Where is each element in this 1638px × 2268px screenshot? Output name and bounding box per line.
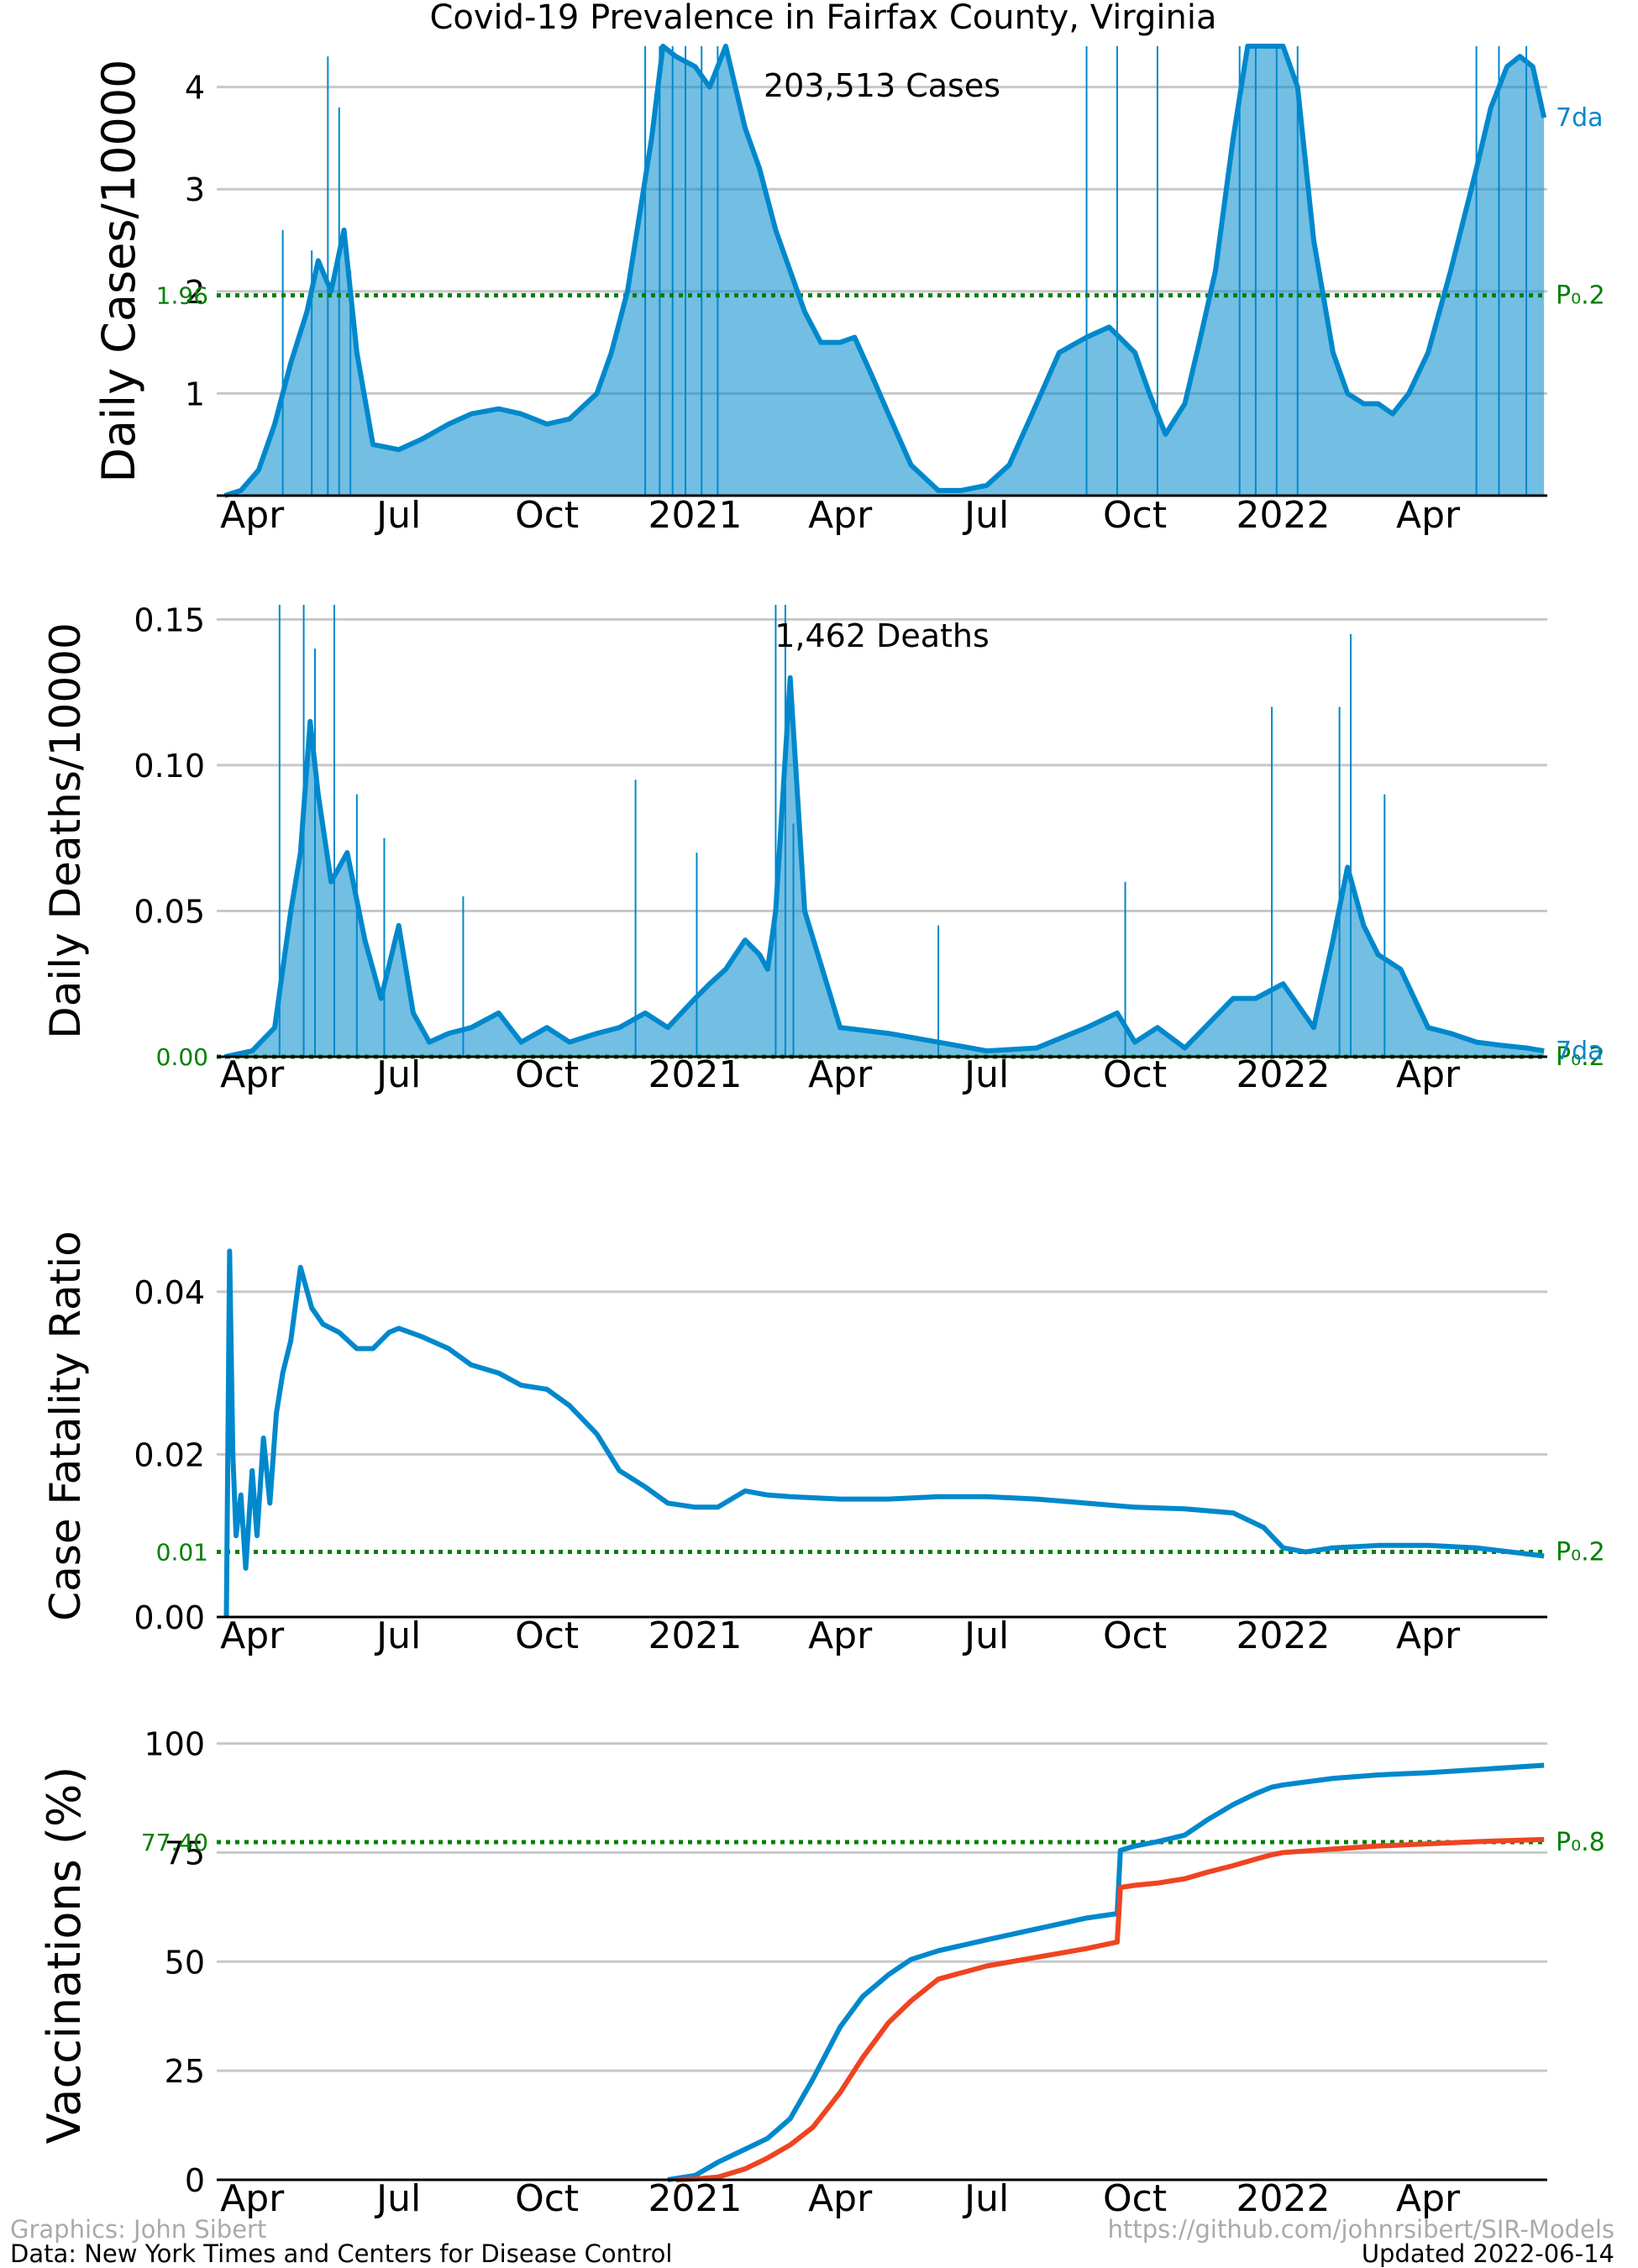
daily-bars-area <box>224 46 1545 496</box>
x-tick-label: Apr <box>220 494 285 537</box>
y-tick-label: 75 <box>165 1835 205 1872</box>
x-tick-label: Apr <box>220 1053 285 1096</box>
x-tick-label: Apr <box>1396 1053 1461 1096</box>
series-line-7da <box>223 44 1547 498</box>
total-annotation: 1,462 Deaths <box>774 617 990 654</box>
y-tick-label: 0.05 <box>134 893 205 930</box>
vaccinations-panel: 0 25 50 75 100 77.40 P₀.8 Apr Jul Oct 2021 Apr Jul Oc… <box>38 1726 1605 2220</box>
y-tick-label: 3 <box>185 171 205 208</box>
y-tick-label: 2 <box>185 274 205 311</box>
y-tick-label: 4 <box>185 70 205 107</box>
y-tick-label: 0.00 <box>134 1599 205 1636</box>
x-tick-label: Apr <box>808 2177 873 2220</box>
y-axis-label: Vaccinations (%) <box>38 1767 91 2145</box>
x-tick-label: 2021 <box>648 494 743 537</box>
y-axis-label: Case Fatality Ratio <box>41 1231 90 1621</box>
x-tick-label: Jul <box>962 1053 1009 1096</box>
reference-value-label: 0.00 <box>156 1043 208 1071</box>
x-tick-label: Jul <box>374 1614 421 1657</box>
y-tick-label: 100 <box>144 1726 205 1763</box>
x-tick-label: Apr <box>220 2177 285 2220</box>
series-line-7da <box>223 675 1545 1059</box>
total-annotation: 203,513 Cases <box>764 67 1000 104</box>
cases-panel: 1 2 3 4 1.96 P₀.2 7da Apr Jul Oct 2021 Apr Jul Oct 202… <box>92 44 1605 537</box>
x-tick-label: Jul <box>962 494 1009 537</box>
x-tick-label: Apr <box>808 1053 873 1096</box>
footer-credit-graphics: Graphics: John Sibert <box>10 2215 266 2244</box>
series-line <box>223 1248 1545 1618</box>
reference-value-label: 0.01 <box>156 1539 208 1567</box>
y-tick-label: 0.15 <box>134 601 205 638</box>
series-name-label: 7da <box>1556 103 1604 133</box>
series-line <box>675 1836 1545 2182</box>
cfr-panel: 0.00 0.02 0.04 0.01 P₀.2 Apr Jul Oct 2021 Apr Jul O… <box>41 1231 1605 1657</box>
x-tick-label: Jul <box>374 2177 421 2220</box>
reference-value-label: 1.96 <box>156 282 208 310</box>
series-name-label: 7da <box>1556 1037 1604 1066</box>
x-tick-label: Jul <box>962 1614 1009 1657</box>
x-tick-label: Apr <box>1396 494 1461 537</box>
x-tick-label: Oct <box>1103 1614 1167 1657</box>
daily-bars-area <box>224 677 1545 1057</box>
y-tick-label: 0 <box>185 2162 205 2199</box>
reference-right-label: P₀.2 <box>1556 1042 1605 1072</box>
x-tick-label: 2021 <box>648 1614 743 1657</box>
x-tick-label: Oct <box>515 494 579 537</box>
x-tick-label: 2021 <box>648 1053 743 1096</box>
x-tick-label: Oct <box>515 1053 579 1096</box>
y-tick-label: 50 <box>165 1944 205 1981</box>
figure-title: Covid-19 Prevalence in Fairfax County, V… <box>429 0 1216 37</box>
reference-value-label: 77.40 <box>141 1829 208 1856</box>
y-axis-label: Daily Deaths/10000 <box>41 622 90 1039</box>
footer-repo-url: https://github.com/johnrsibert/SIR-Model… <box>1108 2215 1614 2244</box>
x-tick-label: 2022 <box>1236 1053 1331 1096</box>
x-tick-label: Apr <box>808 1614 873 1657</box>
reference-right-label: P₀.8 <box>1556 1828 1605 1857</box>
x-tick-label: Jul <box>374 494 421 537</box>
x-tick-label: Oct <box>515 1614 579 1657</box>
y-tick-label: 25 <box>165 2053 205 2090</box>
x-tick-label: 2022 <box>1236 494 1331 537</box>
footer-updated-date: Updated 2022-06-14 <box>1362 2239 1614 2268</box>
x-tick-label: 2022 <box>1236 1614 1331 1657</box>
x-tick-label: Apr <box>1396 2177 1461 2220</box>
reference-right-label: P₀.2 <box>1556 281 1605 311</box>
y-tick-label: 0.04 <box>134 1274 205 1311</box>
y-tick-label: 0.10 <box>134 748 205 785</box>
x-tick-label: Apr <box>220 1614 285 1657</box>
x-tick-label: 2022 <box>1236 2177 1331 2220</box>
y-tick-label: 0.02 <box>134 1436 205 1473</box>
x-tick-label: Oct <box>1103 494 1167 537</box>
footer-credit-data: Data: New York Times and Centers for Dis… <box>10 2239 672 2268</box>
reference-right-label: P₀.2 <box>1556 1538 1605 1567</box>
x-tick-label: Apr <box>1396 1614 1461 1657</box>
y-tick-label: 1 <box>185 375 205 412</box>
x-tick-label: 2021 <box>648 2177 743 2220</box>
x-tick-label: Jul <box>962 2177 1009 2220</box>
x-tick-label: Oct <box>515 2177 579 2220</box>
x-tick-label: Apr <box>808 494 873 537</box>
y-axis-label: Daily Cases/10000 <box>92 59 145 482</box>
x-tick-label: Jul <box>374 1053 421 1096</box>
series-line <box>667 1762 1545 2182</box>
x-tick-label: Oct <box>1103 2177 1167 2220</box>
x-tick-label: Oct <box>1103 1053 1167 1096</box>
